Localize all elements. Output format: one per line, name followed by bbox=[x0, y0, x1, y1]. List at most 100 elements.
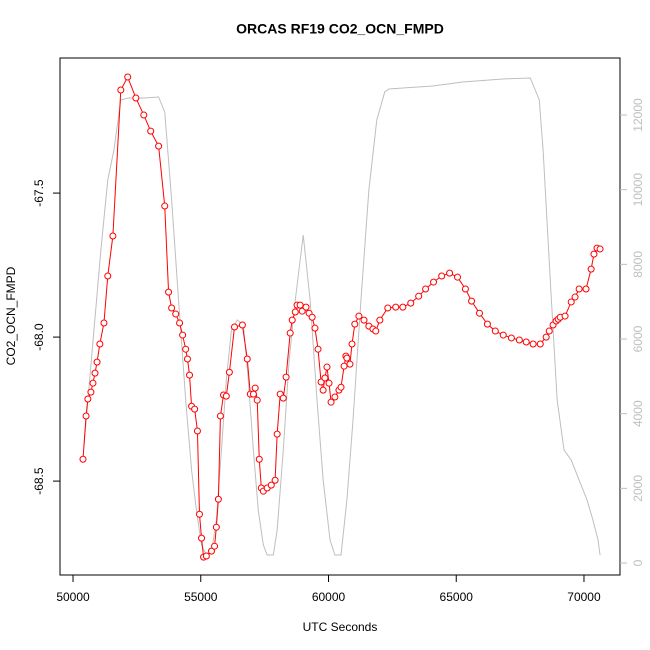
data-point bbox=[468, 297, 476, 305]
data-point bbox=[392, 303, 400, 311]
data-point bbox=[483, 320, 491, 328]
data-point bbox=[253, 396, 261, 404]
x-tick-label: 60000 bbox=[312, 590, 346, 604]
x-tick-label: 65000 bbox=[440, 590, 474, 604]
data-point bbox=[82, 412, 90, 420]
data-point bbox=[109, 232, 117, 240]
y2-tick-label: 12000 bbox=[631, 98, 645, 132]
data-point bbox=[286, 329, 294, 337]
data-point bbox=[161, 202, 169, 210]
data-point bbox=[155, 142, 163, 150]
data-point bbox=[321, 374, 329, 382]
y-tick-label: -68.0 bbox=[32, 323, 46, 351]
x-axis-label: UTC Seconds bbox=[303, 620, 378, 634]
data-point bbox=[454, 273, 462, 281]
y2-tick-label: 4000 bbox=[631, 400, 645, 427]
data-point bbox=[415, 292, 423, 300]
data-point bbox=[590, 250, 598, 258]
data-point bbox=[567, 298, 575, 306]
data-point bbox=[89, 379, 97, 387]
data-point bbox=[461, 285, 469, 293]
data-point bbox=[351, 320, 359, 328]
data-point bbox=[193, 427, 201, 435]
data-point bbox=[222, 392, 230, 400]
data-point bbox=[249, 390, 257, 398]
data-point bbox=[267, 481, 275, 489]
data-point bbox=[211, 542, 219, 550]
data-point bbox=[225, 368, 233, 376]
chart-title: ORCAS RF19 CO2_OCN_FMPD bbox=[236, 21, 444, 37]
series-line bbox=[83, 77, 601, 556]
data-point bbox=[238, 321, 246, 329]
data-point bbox=[96, 340, 104, 348]
data-point bbox=[140, 111, 148, 119]
data-point bbox=[255, 455, 263, 463]
data-point bbox=[296, 301, 304, 309]
data-point bbox=[195, 510, 203, 518]
y2-tick-label: 0 bbox=[631, 559, 645, 566]
data-point bbox=[308, 313, 316, 321]
x-tick-label: 50000 bbox=[56, 590, 90, 604]
x-tick-label: 70000 bbox=[567, 590, 601, 604]
data-point bbox=[100, 319, 108, 327]
y-axis-label: CO2_OCN_FMPD bbox=[4, 266, 18, 365]
data-point bbox=[348, 340, 356, 348]
data-point bbox=[360, 316, 368, 324]
data-point bbox=[191, 405, 199, 413]
data-point bbox=[522, 338, 530, 346]
data-point bbox=[243, 355, 251, 363]
data-point bbox=[507, 334, 515, 342]
data-point bbox=[84, 395, 92, 403]
data-point bbox=[372, 327, 380, 335]
y2-tick-label: 2000 bbox=[631, 475, 645, 502]
data-point bbox=[331, 393, 339, 401]
data-point bbox=[91, 369, 99, 377]
data-point bbox=[376, 316, 384, 324]
data-point bbox=[343, 354, 351, 362]
data-point bbox=[319, 386, 327, 394]
data-point bbox=[165, 288, 173, 296]
data-point bbox=[179, 331, 187, 339]
data-point bbox=[117, 86, 125, 94]
data-point bbox=[182, 345, 190, 353]
data-point bbox=[542, 333, 550, 341]
x-tick-label: 55000 bbox=[184, 590, 218, 604]
data-point bbox=[529, 340, 537, 348]
data-point bbox=[147, 127, 155, 135]
data-point bbox=[186, 371, 194, 379]
data-point bbox=[407, 299, 415, 307]
data-point bbox=[230, 323, 238, 331]
data-point bbox=[124, 73, 132, 81]
y-tick-label: -67.5 bbox=[32, 179, 46, 207]
data-point bbox=[168, 304, 176, 312]
y2-tick-label: 6000 bbox=[631, 325, 645, 352]
data-point bbox=[575, 285, 583, 293]
data-point bbox=[202, 552, 210, 560]
data-point bbox=[183, 355, 191, 363]
y-tick-label: -68.5 bbox=[32, 467, 46, 495]
data-point bbox=[430, 278, 438, 286]
data-point bbox=[596, 245, 604, 253]
data-point bbox=[327, 398, 335, 406]
data-point bbox=[325, 379, 333, 387]
data-point bbox=[291, 308, 299, 316]
data-point bbox=[545, 327, 553, 335]
data-point bbox=[251, 384, 259, 392]
data-point bbox=[399, 303, 407, 311]
data-point bbox=[172, 310, 180, 318]
data-point bbox=[355, 312, 363, 320]
data-point bbox=[279, 394, 287, 402]
data-point bbox=[271, 476, 279, 484]
data-point bbox=[273, 430, 281, 438]
y2-tick-label: 10000 bbox=[631, 173, 645, 207]
data-point bbox=[282, 373, 290, 381]
data-point bbox=[422, 285, 430, 293]
data-point bbox=[438, 272, 446, 280]
data-point bbox=[288, 316, 296, 324]
data-point bbox=[491, 327, 499, 335]
data-point bbox=[212, 523, 220, 531]
data-point bbox=[515, 336, 523, 344]
data-point bbox=[176, 319, 184, 327]
